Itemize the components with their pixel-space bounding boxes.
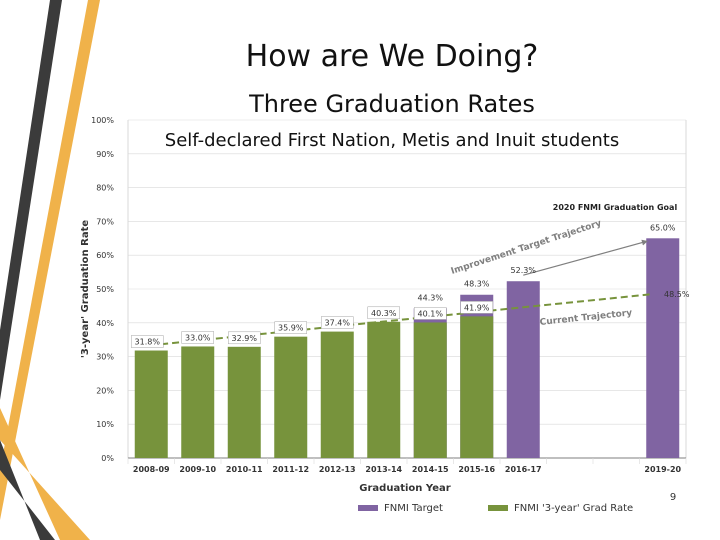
bar-grad-rate	[274, 336, 308, 458]
category-label: 2014-15	[412, 465, 449, 474]
data-label-target: 52.3%	[511, 266, 537, 275]
category-label: 2012-13	[319, 465, 356, 474]
category-label: 2013-14	[365, 465, 402, 474]
data-label-grad-rate: 35.9%	[278, 324, 304, 333]
y-tick-label: 100%	[91, 116, 114, 125]
data-label-grad-rate: 37.4%	[325, 319, 351, 328]
data-label-grad-rate-box	[131, 335, 164, 348]
category-label: 2016-17	[505, 465, 542, 474]
y-tick-label: 10%	[96, 420, 114, 429]
y-axis-title: '3-year' Graduation Rate	[80, 220, 91, 359]
legend-swatch-target	[358, 505, 378, 511]
category-label: 2011-12	[272, 465, 309, 474]
slide-subheading: Self-declared First Nation, Metis and In…	[165, 130, 619, 151]
data-label-target: 65.0%	[650, 223, 676, 232]
data-label-target: 44.3%	[418, 293, 444, 302]
y-tick-label: 60%	[96, 251, 114, 260]
data-label-grad-rate-box	[367, 306, 400, 320]
legend: FNMI Target FNMI '3-year' Grad Rate	[358, 503, 633, 514]
bar-grad-rate	[134, 350, 168, 458]
legend-label-grad-rate: FNMI '3-year' Grad Rate	[514, 503, 633, 514]
y-tick-label: 40%	[96, 319, 114, 328]
y-tick-label: 0%	[101, 454, 114, 463]
chart: 0%10%20%30%40%50%60%70%80%90%100% 31.8% 3…	[80, 116, 690, 494]
slide-title: How are We Doing?	[246, 39, 539, 74]
category-label: 2015-16	[458, 465, 495, 474]
y-tick-label: 80%	[96, 184, 114, 193]
legend-label-target: FNMI Target	[384, 503, 443, 514]
bar-target	[506, 281, 540, 458]
data-label-grad-rate: 41.9%	[464, 303, 490, 312]
category-label: 2008-09	[133, 465, 170, 474]
data-label-target: 48.3%	[464, 280, 490, 289]
category-label: 2019-20	[644, 465, 681, 474]
bar-target	[646, 238, 680, 458]
trend-lines	[139, 239, 653, 348]
stripe-dark	[0, 0, 62, 400]
data-label-grad-rate: 40.3%	[371, 309, 397, 318]
bars	[134, 238, 680, 458]
data-label-grad-rate: 31.8%	[135, 338, 161, 347]
page-number: 9	[670, 492, 676, 503]
bar-grad-rate	[320, 331, 354, 458]
data-labels: 31.8% 33.0% 32.9% 35.9% 37.4% 40.3% 40.1% 41.9%…	[131, 223, 676, 348]
category-labels: 2008-09 2009-10 2010-11 2011-12 2012-13 2013-…	[133, 465, 682, 474]
legend-swatch-grad-rate	[488, 505, 508, 511]
y-tick-label: 20%	[96, 386, 114, 395]
bar-grad-rate	[181, 346, 215, 458]
y-tick-labels: 0% 10% 20% 30% 40% 50% 60% 70% 80% 90% 100%	[91, 116, 114, 463]
data-label-grad-rate: 33.0%	[185, 333, 211, 342]
category-label: 2009-10	[179, 465, 216, 474]
data-label-grad-rate-box	[414, 307, 447, 320]
current-trajectory-end-label: 48.5%	[664, 290, 690, 299]
decorative-stripes	[0, 0, 100, 540]
bar-grad-rate	[367, 321, 401, 458]
data-label-grad-rate-box	[274, 321, 307, 334]
y-tick-label: 90%	[96, 150, 114, 159]
x-axis-title: Graduation Year	[359, 483, 450, 494]
data-label-grad-rate-box	[460, 301, 493, 314]
data-label-grad-rate: 32.9%	[232, 334, 258, 343]
goal-label: 2020 FNMI Graduation Goal	[553, 203, 678, 212]
current-trajectory-label: Current Trajectory	[539, 308, 632, 328]
y-tick-label: 30%	[96, 353, 114, 362]
slide-subtitle: Three Graduation Rates	[248, 90, 535, 118]
current-trajectory-line	[139, 293, 653, 348]
data-label-grad-rate-box	[228, 331, 261, 345]
stripe-gold	[0, 0, 100, 520]
data-label-grad-rate: 40.1%	[418, 309, 444, 318]
data-label-grad-rate-box	[321, 316, 354, 329]
bar-grad-rate	[413, 322, 447, 458]
category-label: 2010-11	[226, 465, 263, 474]
bar-grad-rate	[227, 346, 261, 458]
data-label-grad-rate-box	[181, 331, 214, 344]
bar-grad-rate	[460, 316, 494, 458]
improvement-trajectory-arrow	[523, 239, 648, 276]
category-dividers	[127, 458, 687, 464]
y-tick-label: 70%	[96, 217, 114, 226]
y-tick-label: 50%	[96, 285, 114, 294]
